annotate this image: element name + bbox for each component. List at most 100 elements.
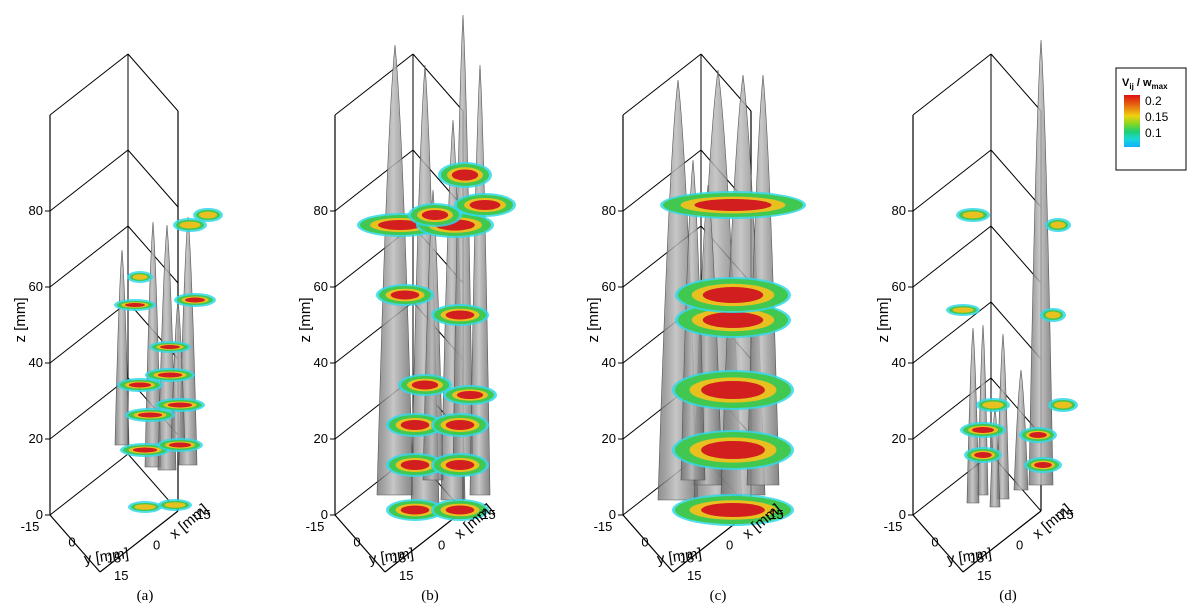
box-top-edge [127,53,179,112]
contour-slice [701,503,765,517]
x-tick-label: -15 [192,507,211,522]
y-tick-label: -15 [21,519,40,534]
z-tick-label: 60 [29,279,43,294]
z-tick-label: 80 [892,203,906,218]
z-gridline [622,149,702,212]
contour-slice [167,402,193,408]
colorbar-legend: Vij / wmax 0.2 0.15 0.1 [1115,67,1187,171]
z-tick-label: 20 [602,431,616,446]
legend-title: Vij / wmax [1122,77,1168,91]
x-axis-line [99,510,179,573]
contour-slice [445,460,475,470]
contour-slice [952,307,974,313]
z-gridline [990,149,1042,208]
z-tick-label: 0 [609,507,616,522]
panel-caption: (c) [710,588,727,604]
isosurface [452,14,474,476]
x-tick-label: -15 [1055,507,1074,522]
x-tick-label: 15 [687,568,701,583]
z-axis-label: z [mm] [585,298,602,343]
isosurface [1028,39,1054,486]
legend-colorbar [1124,95,1140,147]
contour-slice [400,460,430,470]
z-tick-label: 40 [602,355,616,370]
contour-slice [400,420,430,430]
box-top-edge [990,53,1042,112]
z-tick-label: 0 [36,507,43,522]
z-tick-label: 20 [29,431,43,446]
z-gridline [49,301,129,364]
z-tick-label: 20 [892,431,906,446]
z-gridline [49,225,129,288]
box-top-edge [334,53,414,116]
z-tick-label: 40 [892,355,906,370]
z-axis-label: z [mm] [297,298,314,343]
z-gridline [127,149,179,208]
contour-slice [972,427,994,433]
x-tick-label: 15 [977,568,991,583]
box-top-edge [912,53,992,116]
contour-slice [1034,462,1052,468]
y-axis-label: y [mm] [83,545,130,568]
y-axis-label: y [mm] [368,545,415,568]
contour-slice [702,287,764,303]
contour-slice [132,274,148,280]
contour-slice [185,297,205,303]
y-tick-label: 15 [392,550,406,565]
y-tick-label: 15 [970,550,984,565]
contour-slice [169,442,191,448]
contour-slice [1045,311,1061,319]
panel-caption: (b) [421,588,439,604]
y-axis-label: y [mm] [946,545,993,568]
contour-slice [694,199,772,211]
contour-slice [390,290,420,300]
y-tick-label: 15 [107,550,121,565]
z-tick-label: 60 [892,279,906,294]
y-axis-label: y [mm] [656,545,703,568]
y-tick-label: -15 [306,519,325,534]
z-gridline [912,225,992,288]
x-tick-label: 0 [1016,538,1023,553]
z-gridline [912,149,992,212]
y-axis-line [912,514,964,573]
x-tick-label: 0 [726,538,733,553]
contour-slice [451,169,479,181]
contour-slice [137,412,163,418]
z-tick-label: 0 [321,507,328,522]
contour-slice [421,210,449,220]
contour-slice [982,401,1004,409]
contour-slice [701,381,765,399]
contour-slice [160,345,180,349]
contour-slice [1054,401,1072,409]
x-tick-label: -15 [477,507,496,522]
y-tick-label: -15 [884,519,903,534]
y-tick-label: 15 [680,550,694,565]
z-tick-label: 60 [602,279,616,294]
z-tick-label: 60 [314,279,328,294]
z-gridline [912,377,992,440]
contour-slice [962,211,984,219]
contour-slice [199,211,217,219]
contour-slice [702,312,764,328]
x-axis-line [384,510,464,573]
panel-caption: (a) [137,588,154,604]
z-tick-label: 80 [602,203,616,218]
isosurface [966,327,980,504]
contour-slice [134,504,156,510]
y-axis-line [334,514,386,573]
panel-caption: (d) [999,588,1017,604]
x-axis-line [962,510,1042,573]
y-axis-line [49,514,101,573]
contour-slice [157,372,183,378]
x-tick-label: 0 [153,538,160,553]
z-axis-label: z [mm] [12,298,29,343]
contour-slice [974,452,992,458]
y-tick-label: -15 [594,519,613,534]
isosurface [1013,369,1029,491]
y-axis-line [622,514,674,573]
x-tick-label: 15 [399,568,413,583]
